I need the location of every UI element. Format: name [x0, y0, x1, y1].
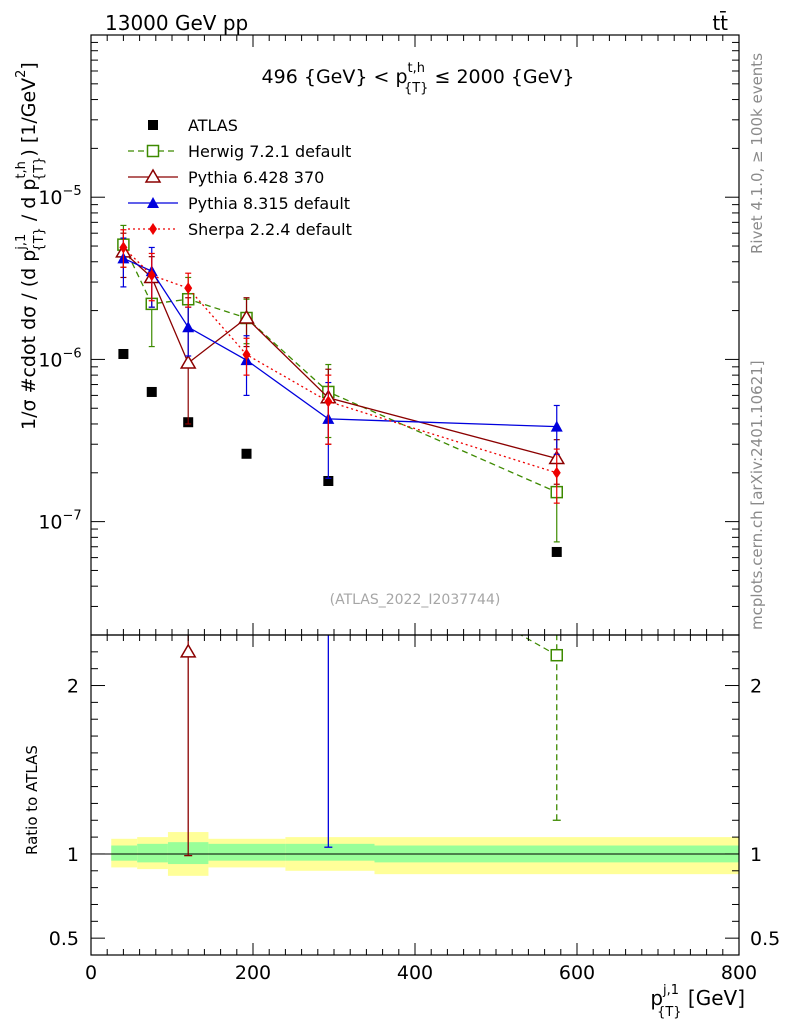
point-4-3: [242, 348, 251, 361]
y-tick-label-ratio-right-2: 2: [750, 676, 762, 698]
ratio-point-2: [550, 648, 563, 662]
main-ylabel: 1/σ #cdot dσ / (d pj,1 {T} / d pt,h {T}) […: [14, 62, 47, 430]
legend-label-3: Pythia 8.315 default: [188, 194, 350, 213]
point-2-2: [179, 354, 197, 369]
x-axis-label: pj,1 {T} [GeV]: [650, 983, 745, 1020]
point-0-5: [551, 546, 562, 557]
legend-marker-0: [148, 120, 158, 130]
legend: ATLAS Herwig 7.2.1 default Pythia 6.428 37…: [128, 116, 352, 239]
axes: 0 200 400 600 800 10−7 10−6 10−5 0.5 0.5 1 1 2 2: [38, 35, 780, 984]
y-tick-label-ratio-right-1: 1: [750, 844, 762, 866]
legend-marker-2: [144, 168, 162, 183]
legend-entry-3: Pythia 8.315 default: [128, 194, 350, 213]
mcplots-label: mcplots.cern.ch [arXiv:2401.10621]: [748, 360, 766, 630]
legend-label-4: Sherpa 2.2.4 default: [188, 220, 352, 239]
x-tick-label-800: 800: [721, 962, 757, 984]
legend-entry-0: ATLAS: [148, 116, 238, 135]
main-title: 496 {GeV} < pt,h {T} ≤ 2000 {GeV}: [262, 61, 575, 96]
point-0-0: [118, 348, 129, 359]
series-line-1: [122, 244, 558, 493]
legend-marker-3: [147, 197, 159, 208]
analysis-watermark: (ATLAS_2022_I2037744): [330, 592, 501, 608]
ratio-point-1: [322, 621, 334, 632]
header-left: 13000 GeV pp: [105, 11, 248, 35]
y-tick-label-main-0: 10−7: [38, 509, 81, 534]
point-4-1: [147, 269, 156, 282]
series-2: [115, 232, 566, 485]
point-3-2: [182, 321, 195, 333]
legend-label-1: Herwig 7.2.1 default: [188, 142, 351, 161]
y-tick-label-ratio-left-2: 2: [67, 676, 79, 698]
ratio-point-0: [179, 643, 197, 658]
main-marks: [115, 224, 566, 557]
ratio-band-inner-4: [285, 843, 375, 861]
ratio-band-inner-3: [208, 843, 286, 861]
legend-marker-4: [149, 223, 157, 235]
point-0-1: [146, 386, 157, 397]
series-4: [119, 229, 561, 504]
point-4-2: [184, 282, 193, 295]
y-tick-label-main-1: 10−6: [38, 346, 81, 371]
x-tick-label-0: 0: [85, 962, 97, 984]
rivet-label: Rivet 4.1.0, ≥ 100k events: [748, 53, 766, 254]
legend-label-0: ATLAS: [188, 116, 238, 135]
y-tick-label-ratio-left-0.5: 0.5: [49, 928, 79, 950]
legend-entry-2: Pythia 6.428 370: [128, 168, 324, 187]
ratio-ylabel: Ratio to ATLAS: [23, 745, 41, 855]
y-tick-label-ratio-right-0.5: 0.5: [750, 928, 780, 950]
legend-label-2: Pythia 6.428 370: [188, 168, 324, 187]
point-4-5: [552, 466, 561, 479]
header-right: tt̄: [712, 10, 728, 35]
legend-marker-1: [146, 144, 160, 158]
point-0-4: [323, 476, 334, 487]
legend-entry-4: Sherpa 2.2.4 default: [128, 220, 352, 239]
y-tick-label-ratio-left-1: 1: [67, 844, 79, 866]
series-line-4: [122, 246, 557, 474]
x-tick-label-600: 600: [559, 962, 595, 984]
legend-entry-1: Herwig 7.2.1 default: [128, 142, 351, 161]
point-4-4: [324, 395, 333, 408]
x-tick-label-400: 400: [397, 962, 433, 984]
ratio-panel-frame: [90, 634, 740, 956]
ratio-marks: [179, 621, 563, 857]
point-4-0: [119, 241, 128, 254]
point-3-5: [550, 420, 563, 432]
x-tick-label-200: 200: [235, 962, 271, 984]
series-line-3: [123, 257, 557, 428]
point-2-3: [238, 309, 255, 324]
series-line-2: [122, 251, 557, 460]
ratio-band-inner-1: [137, 843, 168, 863]
ratio-band-inner-0: [111, 845, 138, 861]
y-tick-label-main-2: 10−5: [38, 184, 81, 209]
point-0-3: [241, 448, 252, 459]
series-1: [117, 224, 563, 543]
